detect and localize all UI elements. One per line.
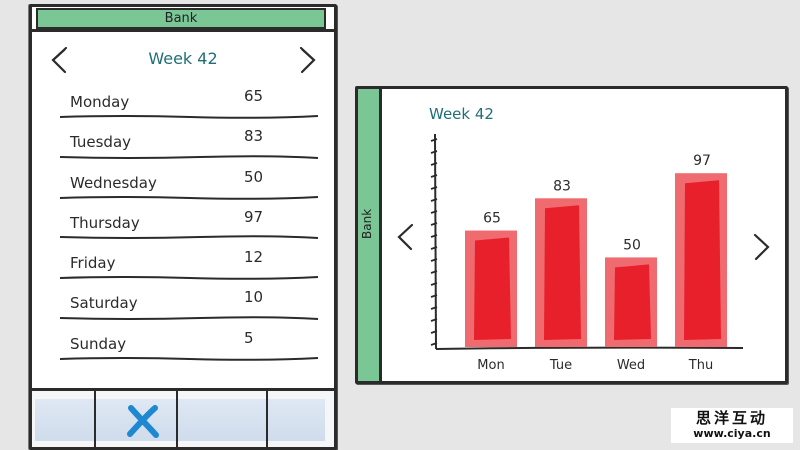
toolbar-divider: [266, 391, 268, 447]
y-axis-tick: [430, 294, 438, 298]
day-value: 97: [244, 207, 264, 226]
day-name: Thursday: [70, 213, 140, 232]
day-name: Wednesday: [70, 173, 157, 192]
bar-value-label: 65: [483, 211, 501, 227]
bar-value-label: 50: [623, 237, 641, 253]
bar-fill-thu: [684, 180, 721, 340]
y-axis: [434, 133, 437, 350]
x-tick-label: Wed: [617, 358, 645, 373]
chart-labels: 65 Mon 83 Tue 50 Wed 97 Thu: [477, 153, 713, 373]
day-value: 5: [244, 328, 254, 347]
list-item[interactable]: Sunday 5: [60, 321, 318, 361]
y-axis-tick: [430, 270, 438, 274]
y-axis-tick: [430, 186, 438, 190]
list-item[interactable]: Tuesday 83: [60, 119, 318, 159]
day-value: 65: [244, 87, 264, 105]
chart-bars: [465, 173, 727, 347]
row-divider: [60, 235, 318, 240]
y-axis-tick: [430, 150, 438, 154]
chart-title: Week 42: [429, 105, 494, 123]
x-tick-label: Thu: [688, 358, 713, 373]
y-axis-tick: [430, 162, 438, 166]
bar-fill-tue: [544, 205, 581, 340]
y-axis-tick: [430, 198, 438, 202]
toolbar-background: [35, 399, 325, 441]
bar-value-label: 83: [553, 178, 571, 194]
y-axis-tick: [430, 282, 438, 286]
landscape-phone: Bank Week 42 65 Mon 83 Tue 50 Wed 97 Thu: [355, 86, 788, 384]
day-value: 12: [244, 248, 264, 267]
bar-fill-wed: [614, 264, 651, 340]
chevron-left-icon: [51, 46, 68, 74]
chevron-right-icon: [299, 46, 316, 74]
chart-previous-button[interactable]: [394, 222, 418, 252]
y-axis-tick: [430, 306, 438, 310]
list-item[interactable]: Wednesday 50: [60, 160, 318, 200]
previous-week-button[interactable]: [48, 45, 72, 75]
app-title-bar-vertical: Bank: [358, 89, 382, 381]
list-item[interactable]: Monday 65: [60, 79, 318, 120]
x-tick-label: Mon: [477, 358, 504, 373]
list-item[interactable]: Thursday 97: [60, 200, 318, 240]
watermark-logo: 思洋互动 www.ciya.cn: [671, 408, 793, 443]
x-axis: [435, 346, 744, 350]
list-item[interactable]: Saturday 10: [60, 280, 318, 320]
bottom-toolbar: [32, 388, 334, 447]
close-button[interactable]: [96, 399, 176, 441]
toolbar-button-3[interactable]: [178, 399, 266, 441]
close-icon: [127, 405, 159, 438]
portrait-phone: Bank Week 42 Monday 65 Tuesday 83: [29, 4, 337, 450]
y-axis-tick: [430, 138, 438, 142]
bar-value-label: 97: [693, 153, 711, 169]
bar-fill-mon: [474, 237, 511, 340]
title-bar-divider: [32, 29, 334, 32]
app-title: Bank: [164, 11, 198, 26]
toolbar-button-4[interactable]: [268, 399, 325, 441]
chevron-left-icon: [397, 223, 414, 251]
y-axis-tick: [430, 234, 438, 238]
day-name: Saturday: [70, 294, 138, 313]
row-divider: [60, 154, 318, 159]
row-divider: [60, 276, 318, 281]
y-axis-tick: [430, 318, 438, 322]
row-divider: [60, 357, 318, 361]
toolbar-button-1[interactable]: [35, 399, 95, 441]
watermark-text: 思洋互动: [695, 409, 768, 427]
row-divider: [60, 195, 318, 200]
day-value: 50: [244, 167, 264, 186]
chevron-right-icon: [753, 233, 770, 261]
toolbar-divider: [94, 391, 96, 447]
watermark-url: www.ciya.cn: [693, 427, 771, 440]
day-name: Friday: [70, 254, 116, 273]
row-divider: [60, 315, 318, 320]
day-name: Monday: [70, 93, 130, 111]
y-axis-tick: [430, 342, 438, 346]
day-value: 10: [244, 288, 264, 307]
y-axis-tick: [430, 210, 438, 214]
y-axis-tick: [430, 330, 438, 334]
y-axis-tick: [430, 174, 438, 178]
x-tick-label: Tue: [549, 358, 572, 373]
y-axis-tick: [430, 246, 438, 250]
week-header: Week 42: [32, 45, 334, 75]
day-name: Tuesday: [70, 133, 132, 152]
y-axis-tick: [430, 258, 438, 262]
next-week-button[interactable]: [295, 45, 319, 75]
chart-axes: [430, 133, 744, 350]
bar-chart: 65 Mon 83 Tue 50 Wed 97 Thu: [430, 133, 744, 373]
y-axis-tick: [430, 222, 438, 226]
toolbar-divider: [176, 391, 178, 447]
chart-next-button[interactable]: [749, 232, 773, 262]
app-title-bar: Bank: [36, 8, 326, 29]
day-name: Sunday: [70, 334, 127, 353]
week-title: Week 42: [148, 49, 218, 68]
day-list: Monday 65 Tuesday 83 Wednesday 50 Thursd…: [60, 79, 318, 361]
day-value: 83: [244, 127, 264, 146]
row-divider: [60, 115, 318, 120]
list-item[interactable]: Friday 12: [60, 240, 318, 281]
